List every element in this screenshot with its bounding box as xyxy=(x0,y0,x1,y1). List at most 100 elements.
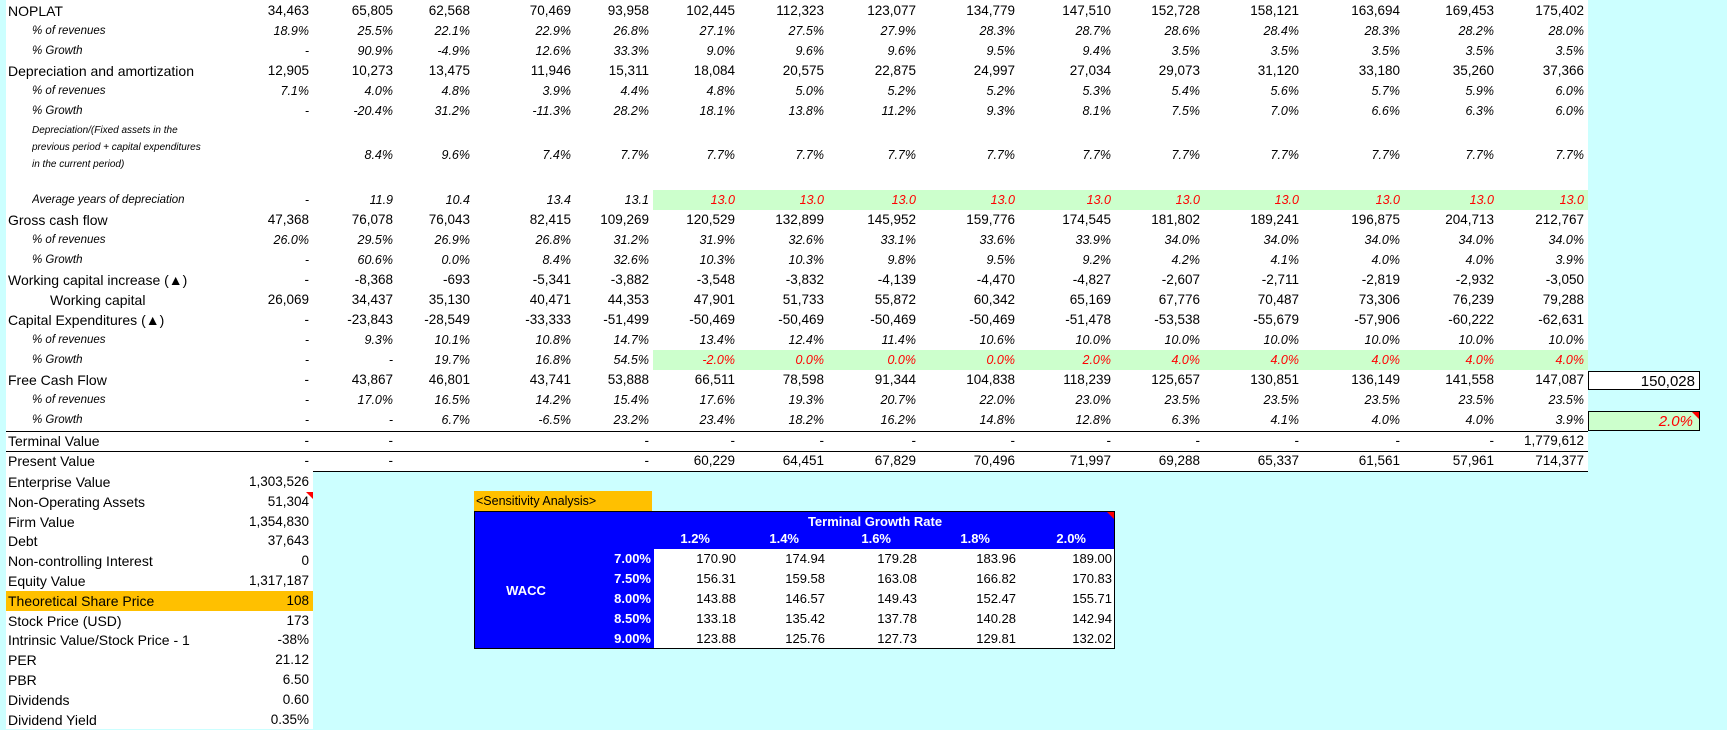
cell[interactable]: 12.8% xyxy=(1075,413,1111,427)
cell[interactable]: 76,078 xyxy=(351,212,393,227)
cell[interactable]: 120,529 xyxy=(686,212,735,227)
cell[interactable]: 93,958 xyxy=(607,3,649,18)
cell[interactable]: 13.0 xyxy=(1204,190,1303,210)
sensitivity-cell[interactable]: 170.83 xyxy=(1072,571,1112,586)
cell[interactable]: 169,453 xyxy=(1445,3,1494,18)
cell[interactable]: 3.5% xyxy=(1171,44,1201,58)
cell[interactable]: 14.8% xyxy=(979,413,1015,427)
cell[interactable]: 112,323 xyxy=(776,3,824,18)
cell[interactable]: 26.8% xyxy=(613,24,649,38)
cell[interactable]: 7.7% xyxy=(706,148,736,162)
cell[interactable]: 109,269 xyxy=(600,212,649,227)
cell[interactable]: 4.8% xyxy=(706,84,736,98)
cell[interactable]: 5.2% xyxy=(986,84,1016,98)
cell[interactable]: 9.3% xyxy=(364,333,394,347)
cell[interactable]: -4.9% xyxy=(437,44,470,58)
cell[interactable]: 163,694 xyxy=(1351,3,1400,18)
cell[interactable]: 23.5% xyxy=(1548,393,1584,407)
cell[interactable]: 79,288 xyxy=(1542,292,1584,307)
valuation-value[interactable]: 51,304 xyxy=(267,493,309,509)
cell[interactable]: 4.2% xyxy=(1171,253,1201,267)
cell[interactable]: 4.0% xyxy=(1371,253,1401,267)
valuation-value[interactable]: 6.50 xyxy=(282,672,309,687)
cell[interactable]: 125,657 xyxy=(1151,372,1200,387)
cell[interactable]: 20,575 xyxy=(782,63,824,78)
cell[interactable]: -23,843 xyxy=(347,312,393,327)
cell[interactable]: 33.1% xyxy=(880,233,916,247)
cell[interactable]: 9.6% xyxy=(441,148,471,162)
cell[interactable]: 70,496 xyxy=(973,453,1015,468)
cell[interactable]: 4.0% xyxy=(1115,350,1204,370)
cell[interactable]: - xyxy=(388,413,393,427)
cell[interactable]: 10.6% xyxy=(979,333,1015,347)
cell[interactable]: 20.7% xyxy=(880,393,916,407)
cell[interactable]: 7.0% xyxy=(1270,104,1300,118)
cell[interactable]: 13.0 xyxy=(1404,190,1498,210)
cell[interactable]: 28.4% xyxy=(1263,24,1299,38)
cell[interactable]: 11.4% xyxy=(881,333,916,347)
cell[interactable]: 13.0 xyxy=(739,190,828,210)
sensitivity-cell[interactable]: 156.31 xyxy=(696,571,736,586)
cell[interactable]: 31.2% xyxy=(613,233,649,247)
cell[interactable]: 27.1% xyxy=(699,24,735,38)
cell[interactable]: 175,402 xyxy=(1535,3,1584,18)
cell[interactable]: 145,952 xyxy=(867,212,916,227)
cell[interactable]: -2,607 xyxy=(1161,272,1200,287)
cell[interactable]: 6.7% xyxy=(441,413,471,427)
cell[interactable]: - xyxy=(388,453,394,468)
sensitivity-cell[interactable]: 135.42 xyxy=(785,611,825,626)
cell[interactable]: 28.6% xyxy=(1164,24,1200,38)
cell[interactable]: 27.9% xyxy=(880,24,916,38)
cell[interactable]: 13.0 xyxy=(653,190,739,210)
cell[interactable]: 67,829 xyxy=(874,453,916,468)
cell[interactable]: 12.6% xyxy=(535,44,571,58)
cell[interactable]: 13,475 xyxy=(428,63,470,78)
cell[interactable]: 6.0% xyxy=(1555,84,1585,98)
cell[interactable]: 181,802 xyxy=(1151,212,1200,227)
cell[interactable]: 13.1 xyxy=(624,193,649,207)
cell[interactable]: 9.6% xyxy=(887,44,917,58)
cell[interactable]: 3.5% xyxy=(1465,44,1495,58)
cell[interactable]: 3.9% xyxy=(1555,413,1585,427)
cell[interactable]: 33,180 xyxy=(1358,63,1400,78)
cell[interactable]: 4.4% xyxy=(620,84,650,98)
cell[interactable]: 8.4% xyxy=(542,253,572,267)
cell[interactable]: 10.1% xyxy=(434,333,470,347)
cell[interactable]: -2.0% xyxy=(653,350,739,370)
cell[interactable]: 29.5% xyxy=(357,233,393,247)
cell[interactable]: 76,239 xyxy=(1452,292,1494,307)
cell[interactable]: 3.5% xyxy=(1555,44,1585,58)
cell[interactable]: 10,273 xyxy=(351,63,393,78)
cell[interactable] xyxy=(250,121,313,190)
cell[interactable]: -33,333 xyxy=(525,312,571,327)
cell[interactable]: 23.0% xyxy=(1075,393,1111,407)
cell[interactable]: 12.4% xyxy=(788,333,824,347)
cell[interactable]: 6.3% xyxy=(1465,104,1495,118)
cell[interactable]: 26,069 xyxy=(267,292,309,307)
cell[interactable]: 212,767 xyxy=(1535,212,1584,227)
cell[interactable]: - xyxy=(304,333,309,347)
sensitivity-cell[interactable]: 142.94 xyxy=(1072,611,1112,626)
cell[interactable]: 33.6% xyxy=(979,233,1015,247)
cell[interactable]: 22.0% xyxy=(979,393,1015,407)
cell[interactable]: - xyxy=(911,433,917,448)
cell[interactable]: 17.0% xyxy=(357,393,393,407)
cell[interactable]: 2.0% xyxy=(1019,350,1115,370)
cell[interactable]: 60,229 xyxy=(693,453,735,468)
cell[interactable]: 23.2% xyxy=(613,413,649,427)
cell[interactable]: 60,342 xyxy=(973,292,1015,307)
cell[interactable]: 9.8% xyxy=(887,253,917,267)
cell[interactable]: 10.4 xyxy=(445,193,470,207)
cell[interactable]: 67,776 xyxy=(1158,292,1200,307)
cell[interactable]: -693 xyxy=(442,272,470,287)
cell[interactable]: 5.9% xyxy=(1465,84,1495,98)
cell[interactable]: 31.2% xyxy=(434,104,470,118)
sensitivity-cell[interactable]: 159.58 xyxy=(785,571,825,586)
cell[interactable]: -50,469 xyxy=(689,312,735,327)
cell[interactable]: 18,084 xyxy=(693,63,735,78)
cell[interactable]: 76,043 xyxy=(428,212,470,227)
cell[interactable]: 34.0% xyxy=(1263,233,1299,247)
cell[interactable]: 7.7% xyxy=(986,148,1016,162)
cell[interactable]: -55,679 xyxy=(1253,312,1299,327)
cell[interactable]: 13.0 xyxy=(1019,190,1115,210)
